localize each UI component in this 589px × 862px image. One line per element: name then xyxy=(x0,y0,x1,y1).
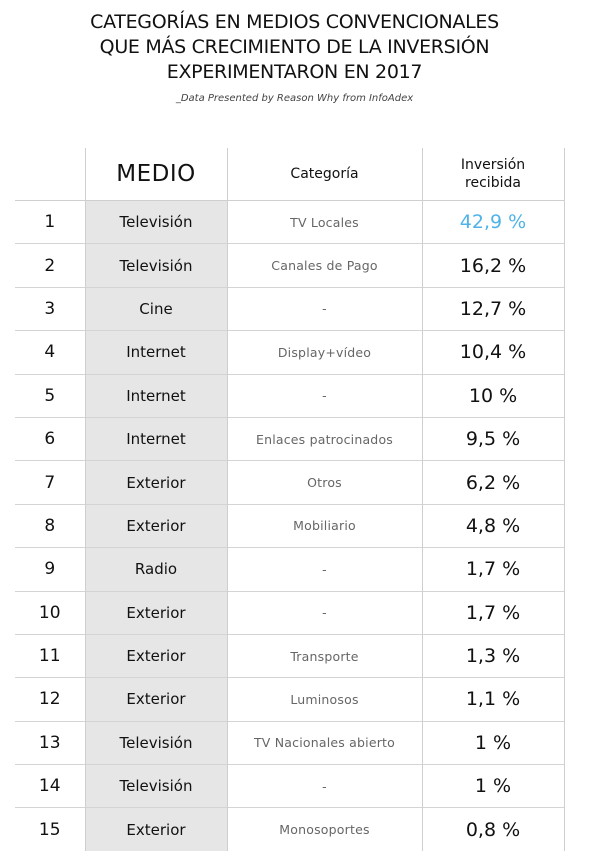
rank-cell: 8 xyxy=(15,503,85,548)
rank-cell: 9 xyxy=(15,547,85,592)
table-row: 2 Televisión Canales de Pago 16,2 % xyxy=(15,243,565,288)
medio-cell: Televisión xyxy=(84,720,227,765)
medio-cell: Exterior xyxy=(84,460,227,505)
inversion-cell: 6,2 % xyxy=(421,460,565,505)
header-inversion-line: recibida xyxy=(465,175,521,191)
table-row: 15 Exterior Monosoportes 0,8 % xyxy=(15,807,565,851)
categoria-cell: Enlaces patrocinados xyxy=(226,416,422,461)
medio-cell: Internet xyxy=(84,330,227,375)
table-row: 3 Cine -12,7 % xyxy=(15,286,565,331)
medio-cell: Exterior xyxy=(84,677,227,722)
medio-cell: Exterior xyxy=(84,633,227,678)
inversion-cell: 10 % xyxy=(421,373,565,418)
rank-cell: 12 xyxy=(15,677,85,722)
categoria-cell: Luminosos xyxy=(226,677,422,722)
rank-cell: 1 xyxy=(15,199,85,244)
inversion-cell: 4,8 % xyxy=(421,503,565,548)
table-row: 9 Radio -1,7 % xyxy=(15,547,565,592)
inversion-cell: 1 % xyxy=(421,764,565,808)
medio-cell: Internet xyxy=(84,373,227,418)
inversion-cell: 1,3 % xyxy=(421,633,565,678)
categoria-cell: - xyxy=(226,764,422,808)
inversion-cell: 42,9 % xyxy=(421,199,565,244)
header-rank xyxy=(15,148,85,201)
chart-title-line: EXPERIMENTARON EN 2017 xyxy=(166,61,423,83)
header-inversion-line: Inversión xyxy=(460,157,526,173)
inversion-cell: 16,2 % xyxy=(421,243,565,288)
header-inversion: Inversión recibida xyxy=(421,148,565,201)
medio-cell: Radio xyxy=(84,547,227,592)
ranking-table: MEDIO Categoría Inversión recibida 1 Tele… xyxy=(15,148,565,851)
table-row: 8 Exterior Mobiliario 4,8 % xyxy=(15,503,565,548)
categoria-cell: - xyxy=(226,373,422,418)
inversion-cell: 1,1 % xyxy=(421,677,565,722)
inversion-cell: 1,7 % xyxy=(421,547,565,592)
rank-cell: 7 xyxy=(15,460,85,505)
medio-cell: Internet xyxy=(84,416,227,461)
medio-cell: Televisión xyxy=(84,764,227,808)
medio-cell: Exterior xyxy=(84,807,227,851)
categoria-cell: - xyxy=(226,547,422,592)
rank-cell: 10 xyxy=(15,590,85,635)
rank-cell: 6 xyxy=(15,416,85,461)
header-medio: MEDIO xyxy=(84,148,227,201)
inversion-cell: 1 % xyxy=(421,720,565,765)
categoria-cell: TV Nacionales abierto xyxy=(226,720,422,765)
table-body: 1 Televisión TV Locales 42,9 % 2 Televisión Ca… xyxy=(15,199,565,851)
medio-cell: Exterior xyxy=(84,590,227,635)
inversion-cell: 0,8 % xyxy=(421,807,565,851)
source-note: _Data Presented by Reason Why from InfoA… xyxy=(175,93,414,104)
rank-cell: 3 xyxy=(15,286,85,331)
table-header-row: MEDIO Categoría Inversión recibida xyxy=(15,148,565,201)
categoria-cell: - xyxy=(226,286,422,331)
categoria-cell: TV Locales xyxy=(226,199,422,244)
medio-cell: Televisión xyxy=(84,199,227,244)
categoria-cell: Mobiliario xyxy=(226,503,422,548)
table-row: 11 Exterior Transporte 1,3 % xyxy=(15,633,565,678)
table-row: 6 Internet Enlaces patrocinados 9,5 % xyxy=(15,416,565,461)
chart-title-line: CATEGORÍAS EN MEDIOS CONVENCIONALES xyxy=(90,11,499,33)
header-categoria: Categoría xyxy=(226,148,422,201)
table-row: 14 Televisión -1 % xyxy=(15,764,565,808)
categoria-cell: Monosoportes xyxy=(226,807,422,851)
rank-cell: 11 xyxy=(15,633,85,678)
inversion-cell: 1,7 % xyxy=(421,590,565,635)
inversion-cell: 10,4 % xyxy=(421,330,565,375)
medio-cell: Exterior xyxy=(84,503,227,548)
categoria-cell: Otros xyxy=(226,460,422,505)
categoria-cell: Canales de Pago xyxy=(226,243,422,288)
chart-title-line: QUE MÁS CRECIMIENTO DE LA INVERSIÓN xyxy=(99,36,490,58)
rank-cell: 4 xyxy=(15,330,85,375)
rank-cell: 13 xyxy=(15,720,85,765)
medio-cell: Televisión xyxy=(84,243,227,288)
rank-cell: 14 xyxy=(15,764,85,808)
chart-title: CATEGORÍAS EN MEDIOS CONVENCIONALES QUE … xyxy=(0,10,589,85)
table-row: 10 Exterior -1,7 % xyxy=(15,590,565,635)
inversion-cell: 12,7 % xyxy=(421,286,565,331)
table-row: 12 Exterior Luminosos 1,1 % xyxy=(15,677,565,722)
table-row: 1 Televisión TV Locales 42,9 % xyxy=(15,199,565,244)
table-row: 13 Televisión TV Nacionales abierto 1 % xyxy=(15,720,565,765)
categoria-cell: Display+vídeo xyxy=(226,330,422,375)
rank-cell: 2 xyxy=(15,243,85,288)
table-row: 4 Internet Display+vídeo 10,4 % xyxy=(15,330,565,375)
rank-cell: 5 xyxy=(15,373,85,418)
medio-cell: Cine xyxy=(84,286,227,331)
table-row: 7 Exterior Otros 6,2 % xyxy=(15,460,565,505)
categoria-cell: Transporte xyxy=(226,633,422,678)
categoria-cell: - xyxy=(226,590,422,635)
inversion-cell: 9,5 % xyxy=(421,416,565,461)
table-row: 5 Internet -10 % xyxy=(15,373,565,418)
rank-cell: 15 xyxy=(15,807,85,851)
